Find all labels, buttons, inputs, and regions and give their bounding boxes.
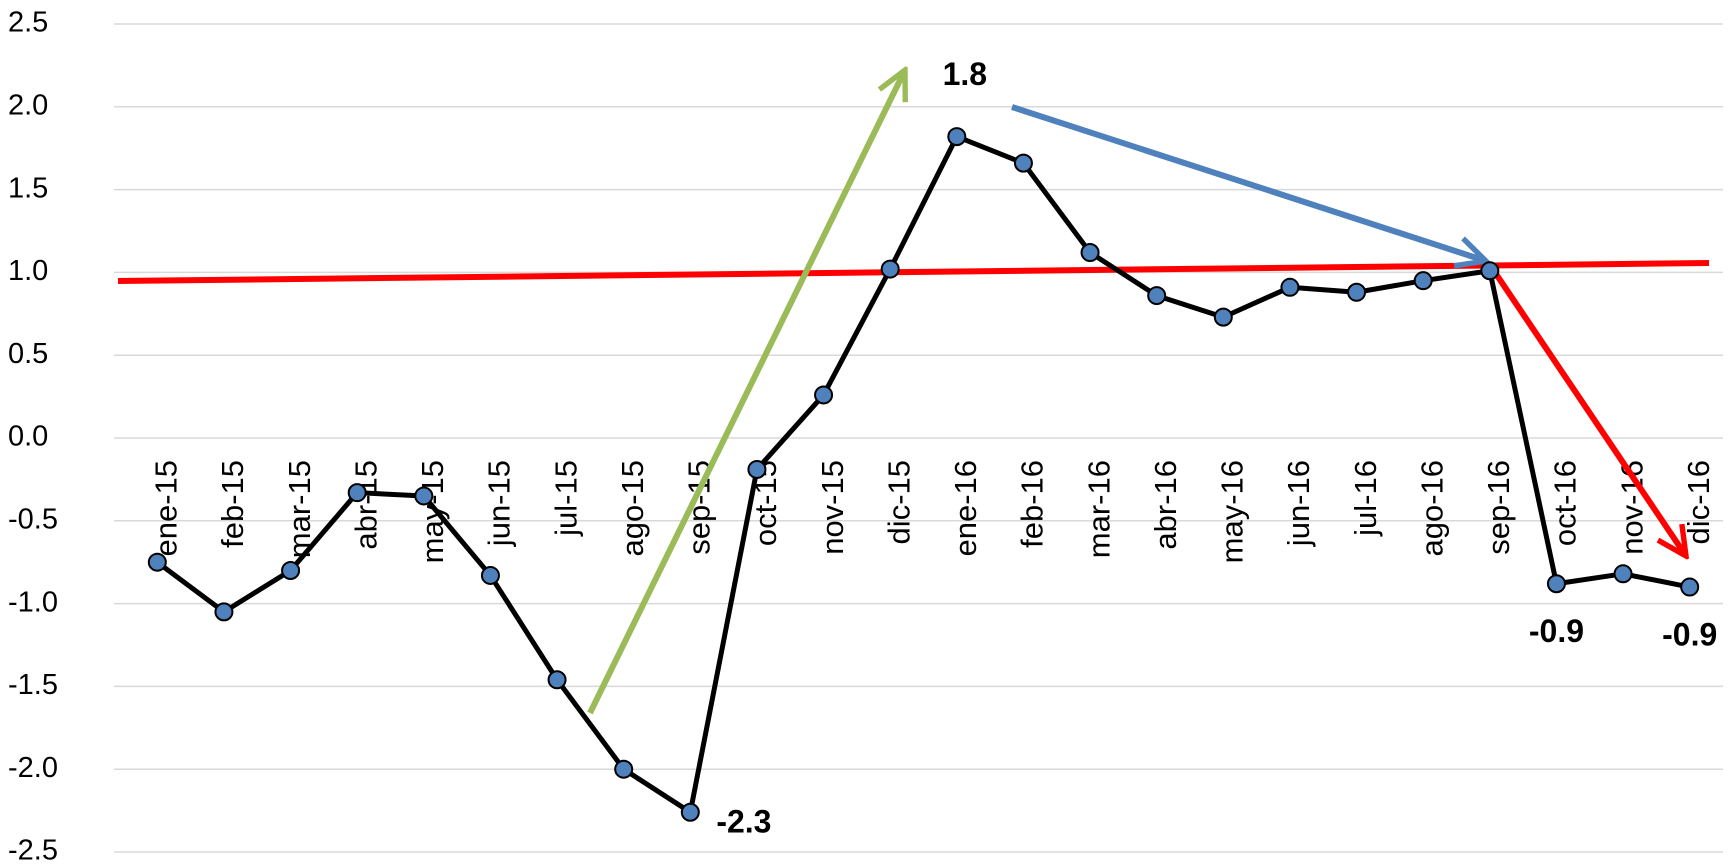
data-point — [614, 759, 634, 779]
y-tick-label: -2.0 — [8, 752, 58, 784]
data-label: -0.9 — [1662, 616, 1717, 652]
x-tick-label: jul-16 — [1348, 460, 1383, 537]
data-label: -2.3 — [716, 804, 771, 840]
data-point — [1013, 153, 1033, 173]
x-tick-label: jun-16 — [1281, 460, 1316, 547]
x-tick-label: ene-15 — [149, 460, 184, 557]
data-label: -0.9 — [1529, 613, 1584, 649]
x-tick-label: may-15 — [415, 460, 450, 563]
y-tick-label: 2.5 — [8, 7, 48, 39]
plot: -2.3 1.8 -0.9 -0.9 — [147, 56, 1717, 840]
x-tick-label: jul-15 — [548, 460, 583, 537]
y-tick-label: 1.0 — [8, 255, 48, 287]
x-tick-label: feb-16 — [1015, 460, 1050, 548]
x-tick-label: mar-15 — [282, 460, 317, 558]
data-point — [147, 552, 167, 572]
x-tick-label: mar-16 — [1081, 460, 1116, 558]
data-point — [1680, 577, 1700, 597]
data-point — [347, 483, 367, 503]
x-tick-label: ene-16 — [948, 460, 983, 557]
data-label: 1.8 — [943, 56, 987, 92]
x-tick-label: may-16 — [1215, 460, 1250, 563]
data-point — [1413, 271, 1433, 291]
y-tick-label: -1.0 — [8, 586, 58, 618]
data-point — [814, 385, 834, 405]
x-tick-label: dic-15 — [881, 460, 916, 544]
y-tick-label: 0.5 — [8, 338, 48, 370]
x-tick-label: feb-15 — [215, 460, 250, 548]
data-point — [414, 486, 434, 506]
data-point — [214, 602, 234, 622]
x-tick-label: sep-15 — [682, 460, 717, 555]
x-tick-label: ago-16 — [1414, 460, 1449, 557]
y-tick-label: -0.5 — [8, 503, 58, 535]
data-point — [281, 560, 301, 580]
data-point — [747, 459, 767, 479]
y-tick-label: 0.0 — [8, 421, 48, 453]
data-point — [1347, 282, 1367, 302]
data-point — [1147, 286, 1167, 306]
y-tick-label: -1.5 — [8, 669, 58, 701]
data-point — [1080, 243, 1100, 263]
data-point — [880, 259, 900, 279]
x-tick-label: abr-16 — [1148, 460, 1183, 550]
green-arrow — [587, 70, 905, 715]
x-tick-label: ago-15 — [615, 460, 650, 557]
data-point — [947, 127, 967, 147]
grid: 2.5 2.0 1.5 1.0 0.5 0.0 -0.5 -1.0 -1.5 -2.0 -2.5 — [8, 7, 1723, 867]
blue-arrow — [1011, 104, 1486, 261]
x-tick-label: jun-15 — [482, 460, 517, 547]
data-point — [1613, 564, 1633, 584]
data-point — [1280, 277, 1300, 297]
red-arrow — [1487, 263, 1686, 556]
trend-line — [117, 260, 1710, 284]
data-point — [1546, 574, 1566, 594]
y-tick-label: -2.5 — [8, 835, 58, 867]
categories: ene-15 feb-15 mar-15 abr-15 may-15 jun-15 jul-… — [149, 460, 1716, 563]
x-tick-label: sep-16 — [1481, 460, 1516, 555]
x-tick-label: oct-16 — [1548, 460, 1583, 546]
data-point — [480, 565, 500, 585]
x-tick-label: nov-15 — [815, 460, 850, 555]
annotations — [117, 70, 1710, 715]
x-tick-label: dic-16 — [1681, 460, 1716, 544]
data-point — [547, 670, 567, 690]
y-tick-label: 1.5 — [8, 172, 48, 204]
series-line — [155, 134, 1691, 815]
data-point — [680, 802, 700, 822]
y-tick-label: 2.0 — [8, 89, 48, 121]
data-point — [1480, 261, 1500, 281]
x-tick-label: abr-15 — [348, 460, 383, 550]
data-point — [1213, 307, 1233, 327]
